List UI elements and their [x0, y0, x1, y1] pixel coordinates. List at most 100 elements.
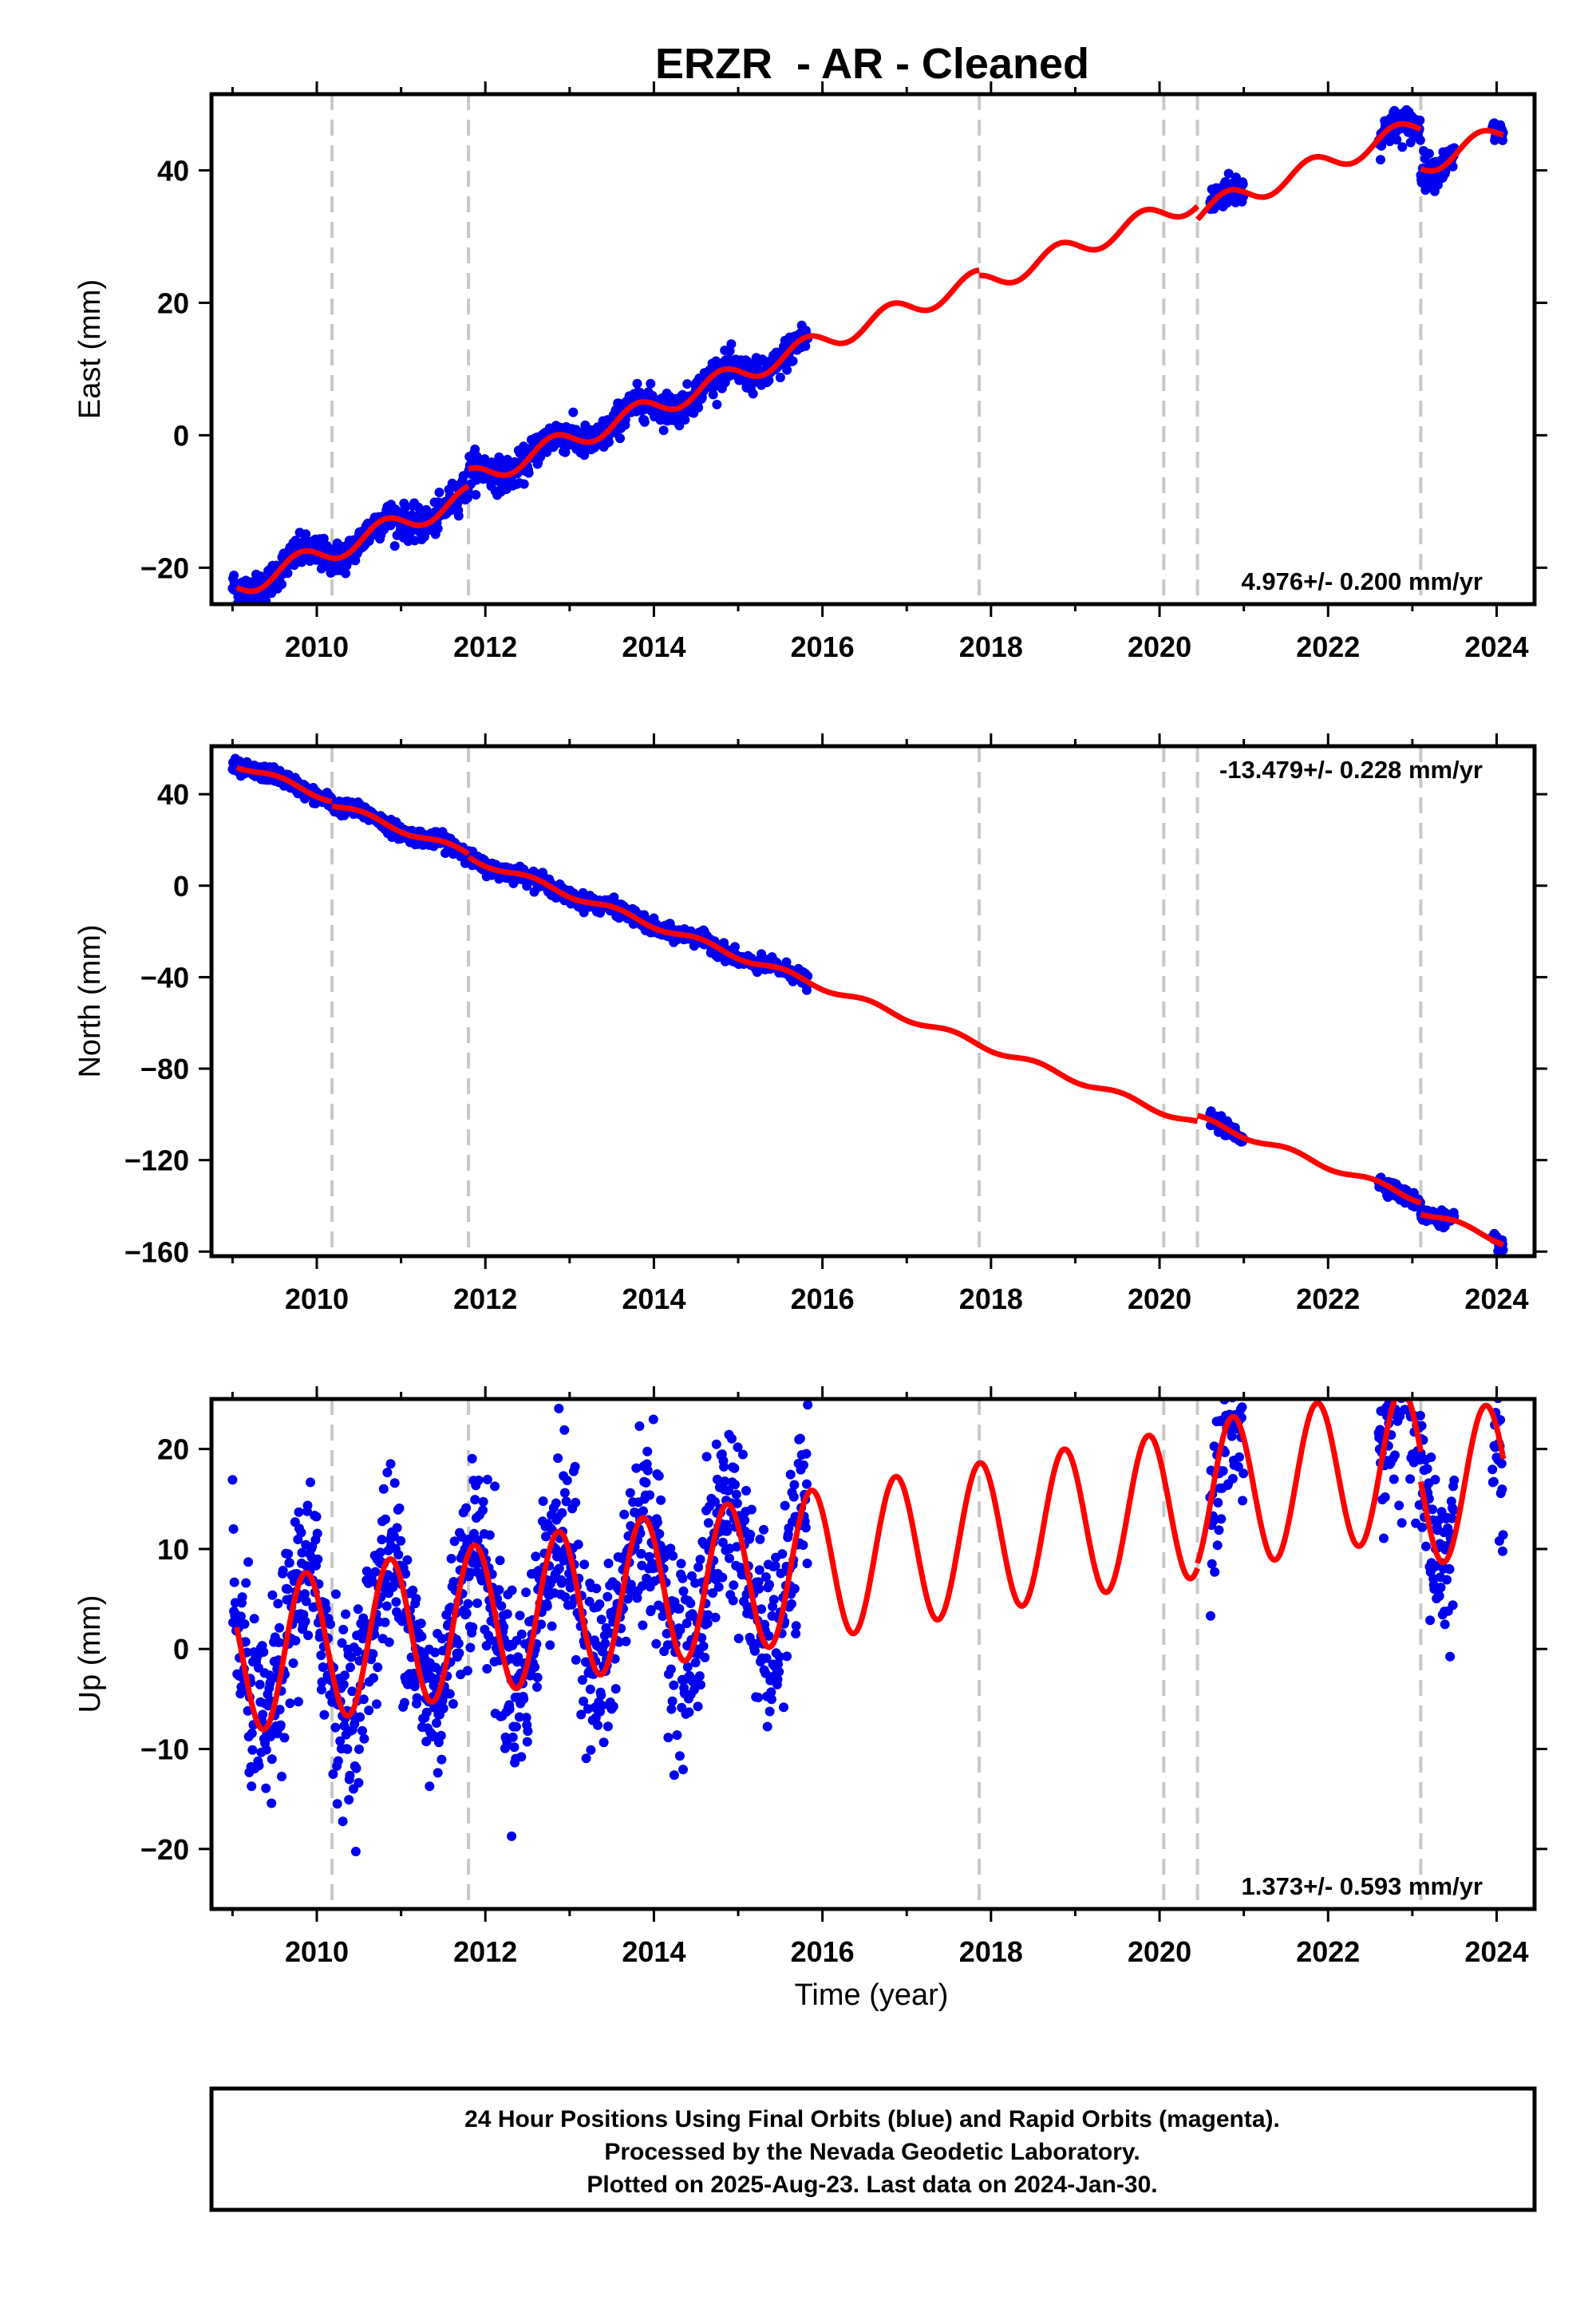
up-observation-point: [690, 1578, 701, 1588]
up-observation-point: [791, 1629, 801, 1638]
up-observation-point: [1392, 1381, 1401, 1391]
up-observation-point: [396, 1535, 406, 1546]
up-observation-point: [654, 1529, 665, 1539]
up-observation-point: [1407, 1325, 1416, 1334]
up-observation-point: [1212, 1540, 1223, 1551]
up-observation-point: [296, 1528, 306, 1538]
east-x-tick-label: 2020: [1128, 630, 1191, 663]
figure-title: ERZR - AR - Cleaned: [655, 40, 1089, 88]
up-observation-point: [312, 1528, 322, 1539]
up-observation-point: [1436, 1507, 1447, 1517]
up-observation-point: [681, 1618, 692, 1629]
up-observation-point: [1222, 1350, 1231, 1359]
up-observation-point: [642, 1573, 652, 1583]
north-x-tick-label: 2010: [285, 1282, 349, 1315]
up-observation-point: [353, 1604, 363, 1614]
north-plot-area: [227, 746, 1508, 1256]
east-observation-point: [800, 341, 811, 351]
east-model-curve-segment: [1419, 128, 1505, 174]
up-observation-point: [461, 1503, 472, 1513]
up-observation-point: [416, 1618, 426, 1629]
up-observation-point: [321, 1604, 331, 1614]
up-observation-point: [603, 1559, 614, 1568]
up-observation-point: [666, 1543, 676, 1554]
up-observation-point: [729, 1463, 740, 1473]
up-observation-point: [1428, 1504, 1437, 1515]
up-observation-point: [1430, 1475, 1440, 1484]
up-observation-point: [626, 1579, 636, 1590]
up-observation-point: [764, 1706, 775, 1717]
east-observation-point: [519, 479, 529, 489]
up-observation-point: [667, 1696, 678, 1706]
up-observation-point: [261, 1745, 271, 1755]
up-observation-point: [720, 1476, 730, 1486]
up-observation-point: [354, 1777, 364, 1788]
up-observation-point: [538, 1496, 548, 1506]
up-observation-point: [229, 1577, 239, 1587]
up-observation-point: [541, 1531, 551, 1542]
up-observation-point: [1412, 1349, 1421, 1358]
up-x-tick-label: 2018: [959, 1935, 1023, 1968]
up-observation-point: [1380, 1492, 1390, 1502]
up-observation-point: [1447, 1513, 1457, 1524]
up-observation-point: [656, 1495, 666, 1505]
up-observation-point: [401, 1569, 411, 1579]
up-observation-point: [227, 1475, 238, 1485]
up-observation-point: [571, 1654, 581, 1665]
up-observation-point: [381, 1514, 391, 1524]
up-observation-point: [733, 1442, 743, 1452]
east-observation-point: [560, 447, 571, 457]
up-observation-point: [1209, 1516, 1219, 1526]
up-observation-point: [446, 1554, 456, 1563]
up-observation-point: [482, 1664, 492, 1674]
up-observation-point: [753, 1693, 764, 1702]
east-observation-point: [318, 533, 329, 543]
up-observation-point: [311, 1512, 322, 1522]
east-observation-point: [658, 425, 669, 436]
up-observation-point: [399, 1697, 409, 1708]
up-observation-point: [559, 1425, 570, 1435]
up-observation-point: [449, 1536, 460, 1547]
up-observation-point: [509, 1742, 519, 1753]
up-observation-point: [698, 1641, 709, 1651]
up-observation-point: [259, 1647, 269, 1657]
up-observation-point: [354, 1744, 364, 1754]
east-x-tick-label: 2024: [1464, 630, 1528, 663]
footer-box: 24 Hour Positions Using Final Orbits (bl…: [209, 2086, 1537, 2212]
up-observation-point: [1389, 1474, 1399, 1484]
up-observation-point: [802, 1559, 812, 1568]
north-y-tick-label: −120: [124, 1144, 189, 1177]
up-observation-point: [669, 1770, 679, 1780]
up-observation-point: [636, 1548, 646, 1559]
up-observation-point: [774, 1652, 784, 1662]
up-observation-point: [595, 1599, 605, 1609]
north-observation-point: [730, 942, 740, 952]
up-observation-point: [1400, 1378, 1409, 1388]
up-observation-point: [651, 1638, 662, 1649]
up-observation-point: [682, 1662, 693, 1672]
up-observation-point: [467, 1453, 477, 1464]
up-observation-point: [641, 1477, 651, 1488]
up-observation-point: [795, 1433, 805, 1444]
up-observation-point: [740, 1515, 750, 1525]
up-observation-point: [708, 1588, 718, 1599]
up-observation-point: [306, 1477, 315, 1488]
north-x-tick-label: 2020: [1128, 1282, 1191, 1315]
up-observation-point: [745, 1529, 756, 1539]
up-observation-point: [1207, 1559, 1217, 1569]
up-observation-point: [597, 1701, 607, 1711]
up-observation-point: [338, 1624, 349, 1634]
up-observation-point: [297, 1547, 307, 1558]
up-x-tick-label: 2024: [1464, 1935, 1528, 1968]
up-observation-point: [766, 1687, 776, 1697]
up-observation-point: [326, 1619, 335, 1630]
up-observation-point: [515, 1611, 525, 1621]
east-observation-point: [708, 389, 718, 400]
up-observation-point: [596, 1614, 606, 1625]
up-observation-point: [1214, 1525, 1224, 1535]
up-observation-point: [570, 1461, 580, 1472]
up-observation-point: [522, 1737, 532, 1747]
up-observation-point: [789, 1480, 800, 1490]
up-observation-point: [319, 1709, 330, 1720]
up-observation-point: [1387, 1357, 1396, 1366]
